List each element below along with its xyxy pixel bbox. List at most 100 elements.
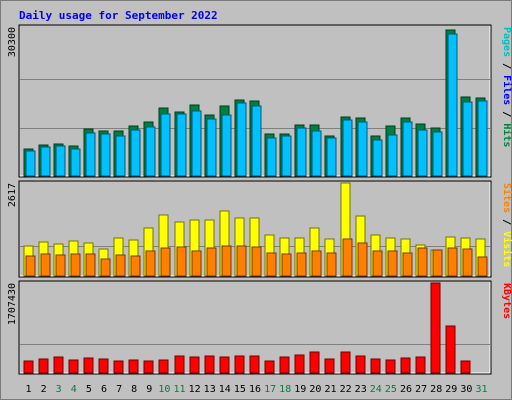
bar-kbytes-day-1 bbox=[23, 360, 34, 374]
x-tick-label: 8 bbox=[131, 384, 137, 395]
bar-sites-day-14 bbox=[221, 245, 232, 277]
x-tick-label: 30 bbox=[460, 384, 472, 395]
legend-entry: Visits bbox=[501, 231, 512, 267]
x-tick-label: 29 bbox=[445, 384, 457, 395]
legend-entry: Hits bbox=[501, 123, 512, 147]
bar-sites-day-17 bbox=[266, 252, 277, 277]
bar-sites-day-13 bbox=[206, 247, 217, 277]
legend-entry: Pages bbox=[501, 27, 512, 57]
bar-kbytes-day-19 bbox=[294, 354, 305, 374]
bar-sites-day-11 bbox=[176, 246, 187, 277]
bar-files-day-31 bbox=[477, 100, 488, 177]
bar-sites-day-15 bbox=[236, 245, 247, 277]
bar-kbytes-day-24 bbox=[370, 358, 381, 374]
series-kbytes bbox=[23, 282, 471, 374]
bar-files-day-12 bbox=[191, 110, 202, 177]
bar-kbytes-day-18 bbox=[279, 356, 290, 374]
bar-kbytes-day-14 bbox=[219, 356, 230, 374]
bar-sites-day-21 bbox=[326, 252, 337, 277]
bar-files-day-15 bbox=[236, 102, 247, 177]
bar-files-day-20 bbox=[311, 130, 322, 177]
bar-sites-day-20 bbox=[311, 250, 322, 277]
x-tick-label: 26 bbox=[400, 384, 412, 395]
bar-sites-day-1 bbox=[25, 255, 36, 277]
bar-files-day-1 bbox=[25, 150, 36, 177]
bar-sites-day-8 bbox=[130, 255, 141, 277]
bar-sites-day-27 bbox=[417, 247, 428, 277]
bar-kbytes-day-10 bbox=[158, 359, 169, 374]
x-tick-label: 24 bbox=[370, 384, 382, 395]
x-tick-label: 4 bbox=[71, 384, 77, 395]
legend-entry: Files bbox=[501, 75, 512, 105]
bar-kbytes-day-28 bbox=[430, 282, 441, 374]
x-tick-label: 10 bbox=[158, 384, 170, 395]
bar-kbytes-day-7 bbox=[113, 360, 124, 374]
bar-kbytes-day-13 bbox=[204, 355, 215, 374]
x-tick-label: 16 bbox=[249, 384, 261, 395]
bar-sites-day-23 bbox=[357, 242, 368, 277]
bar-sites-day-4 bbox=[70, 253, 81, 277]
panel-visits-sites: 2617 Sites / Visits bbox=[7, 180, 512, 278]
legend-entry: / bbox=[501, 105, 512, 123]
bar-kbytes-day-30 bbox=[460, 360, 471, 374]
bar-files-day-10 bbox=[160, 113, 171, 177]
bar-sites-day-22 bbox=[342, 238, 353, 277]
bar-sites-day-26 bbox=[402, 252, 413, 277]
bar-files-day-13 bbox=[206, 118, 217, 177]
bar-kbytes-day-4 bbox=[68, 359, 79, 374]
series-files bbox=[25, 33, 488, 177]
x-tick-label: 11 bbox=[173, 384, 185, 395]
legend-entry: / bbox=[501, 57, 512, 75]
bar-kbytes-day-11 bbox=[174, 355, 185, 374]
x-tick-label: 21 bbox=[324, 384, 336, 395]
bar-sites-day-30 bbox=[462, 248, 473, 277]
bar-files-day-14 bbox=[221, 114, 232, 177]
bar-files-day-9 bbox=[145, 126, 156, 177]
x-tick-label: 12 bbox=[189, 384, 201, 395]
bar-files-day-3 bbox=[55, 145, 66, 177]
bar-kbytes-day-3 bbox=[53, 356, 64, 374]
panel-kbytes: 1707430 KBytes bbox=[7, 280, 512, 375]
bar-kbytes-day-23 bbox=[355, 355, 366, 374]
x-tick-label: 31 bbox=[475, 384, 487, 395]
bar-files-day-30 bbox=[462, 101, 473, 177]
x-tick-label: 2 bbox=[41, 384, 47, 395]
x-tick-label: 15 bbox=[234, 384, 246, 395]
bar-sites-day-24 bbox=[372, 250, 383, 277]
x-tick-label: 5 bbox=[86, 384, 92, 395]
bar-sites-day-16 bbox=[251, 246, 262, 277]
bar-sites-day-18 bbox=[281, 253, 292, 277]
bar-kbytes-day-20 bbox=[309, 351, 320, 374]
bar-files-day-25 bbox=[387, 134, 398, 177]
bar-kbytes-day-6 bbox=[98, 358, 109, 374]
x-tick-label: 25 bbox=[385, 384, 397, 395]
bar-sites-day-29 bbox=[447, 247, 458, 277]
bar-sites-day-10 bbox=[160, 247, 171, 277]
legend-entry: KBytes bbox=[501, 283, 512, 319]
bar-sites-day-9 bbox=[145, 250, 156, 277]
bar-sites-day-19 bbox=[296, 252, 307, 277]
bar-kbytes-day-12 bbox=[189, 356, 200, 374]
x-tick-label: 28 bbox=[430, 384, 442, 395]
x-tick-label: 9 bbox=[146, 384, 152, 395]
legend-hits-files: Pages / Files / Hits bbox=[501, 27, 512, 147]
bar-files-day-5 bbox=[85, 132, 96, 177]
bar-files-day-27 bbox=[417, 129, 428, 177]
legend-entry: Sites bbox=[501, 183, 512, 213]
x-tick-label: 3 bbox=[56, 384, 62, 395]
bar-files-day-26 bbox=[402, 121, 413, 177]
x-tick-label: 1 bbox=[25, 384, 31, 395]
bar-sites-day-25 bbox=[387, 250, 398, 277]
bar-files-day-22 bbox=[342, 119, 353, 177]
bar-files-day-19 bbox=[296, 127, 307, 177]
bar-kbytes-day-27 bbox=[415, 356, 426, 374]
bar-kbytes-day-26 bbox=[400, 357, 411, 374]
bar-files-day-24 bbox=[372, 139, 383, 177]
bar-sites-day-12 bbox=[191, 250, 202, 277]
bar-files-day-18 bbox=[281, 135, 292, 177]
x-tick-label: 13 bbox=[204, 384, 216, 395]
bar-files-day-7 bbox=[115, 135, 126, 177]
y-max-label: 2617 bbox=[7, 183, 18, 207]
bar-files-day-8 bbox=[130, 129, 141, 177]
